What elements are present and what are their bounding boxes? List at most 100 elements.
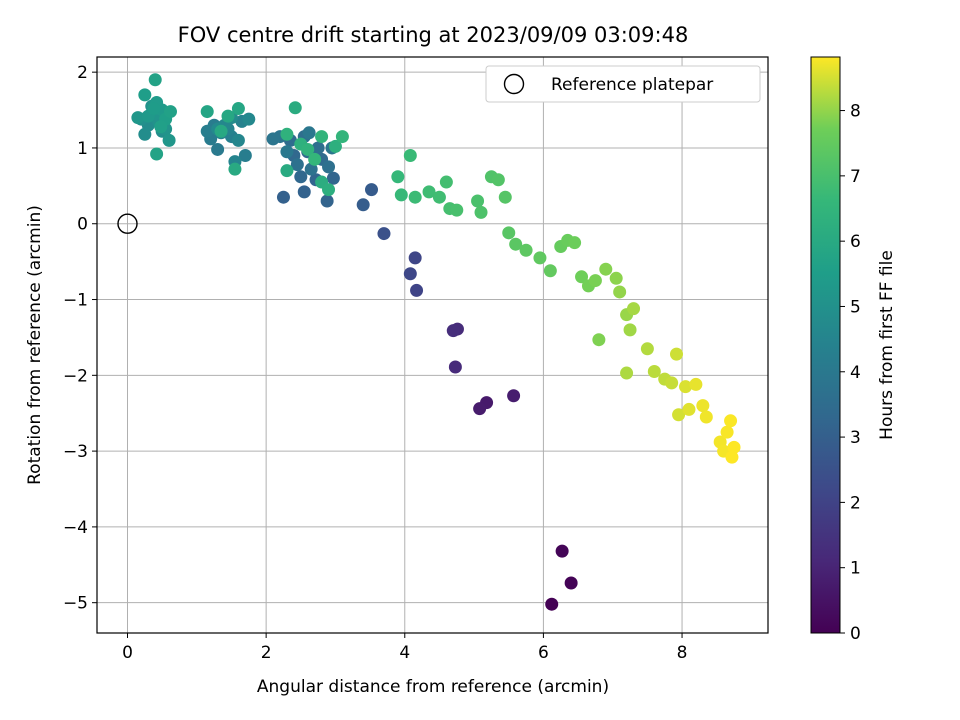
colorbar-tick-label: 8 [850,102,861,122]
data-point [131,111,145,125]
y-tick-label: 2 [77,63,88,83]
x-tick-label: 0 [122,643,133,663]
colorbar-tick-label: 2 [850,493,861,513]
data-point [446,324,460,338]
reference-marker [117,213,138,234]
data-point [679,380,693,394]
y-tick-label: −5 [63,594,88,614]
colorbar-tick-label: 5 [850,297,861,317]
data-point [214,124,228,138]
data-point [519,243,533,257]
data-point [609,271,623,285]
y-tick-label: −1 [63,291,88,311]
legend-marker [503,73,525,95]
colorbar-ticks: 0 1 2 3 4 5 6 7 8 [840,102,861,644]
x-tick-label: 4 [399,643,410,663]
data-point [315,130,329,144]
colorbar-tick-label: 0 [850,624,861,644]
data-point [672,408,686,422]
data-point [432,190,446,204]
data-point [280,164,294,178]
data-point [647,365,661,379]
data-point [564,576,578,590]
data-point [491,173,505,187]
data-point [665,376,679,390]
data-point [322,160,336,174]
data-point [320,194,334,208]
data-point [724,414,738,428]
colorbar-tick-label: 4 [850,363,861,383]
data-point [288,101,302,115]
data-point [689,377,703,391]
data-point [450,203,464,217]
y-axis-label: Rotation from reference (arcmin) [25,205,45,485]
x-tick-label: 6 [538,643,549,663]
data-point [138,88,152,102]
data-point [276,190,290,204]
y-axis-ticks: 2 1 0 −1 −2 −3 −4 −5 [63,63,97,614]
colorbar-label: Hours from first FF file [877,250,897,440]
reference-platepar-marker [117,213,138,234]
data-point [304,162,318,176]
data-point [228,162,242,176]
data-point [474,205,488,219]
data-point [682,402,696,416]
data-point [280,145,294,159]
data-point [403,267,417,281]
data-point [211,142,225,156]
data-point [640,342,654,356]
y-tick-label: 1 [77,139,88,159]
data-point [242,112,256,126]
data-point [356,198,370,212]
data-point [498,190,512,204]
data-point [627,302,641,316]
data-point [473,402,487,416]
data-point [613,285,627,299]
data-points [131,73,741,611]
x-axis-label: Angular distance from reference (arcmin) [257,677,609,697]
y-tick-label: 0 [77,215,88,235]
data-point [391,170,405,184]
data-point [448,360,462,374]
data-point [394,188,408,202]
data-point [623,323,637,337]
data-point [727,440,741,454]
plot-frame [96,56,769,634]
legend-box [485,65,761,103]
data-point [555,544,569,558]
data-point [543,264,557,278]
colorbar-tick-label: 7 [850,167,861,187]
data-point [696,399,710,413]
data-point [294,170,308,184]
colorbar-tick-label: 1 [850,559,861,579]
data-point [335,130,349,144]
data-point [725,450,739,464]
data-point [322,183,336,197]
data-point [568,236,582,250]
data-point [410,283,424,297]
grid-lines [97,57,768,633]
data-point [138,127,152,141]
data-point [408,251,422,265]
colorbar-gradient [810,56,841,634]
data-point [221,109,235,123]
x-tick-label: 2 [261,643,272,663]
data-point [408,190,422,204]
data-point [154,120,168,134]
legend: Reference platepar [485,65,761,103]
data-point [599,262,613,276]
data-point [297,185,311,199]
colorbar-tick-label: 3 [850,428,861,448]
data-point [231,133,245,147]
data-point [200,124,214,138]
data-point [377,227,391,241]
data-point [200,105,214,119]
data-point [422,185,436,199]
x-tick-label: 8 [677,643,688,663]
data-point [502,226,516,240]
data-point [403,149,417,163]
y-tick-label: −2 [63,366,88,386]
data-point [238,149,252,163]
data-point [471,194,485,208]
